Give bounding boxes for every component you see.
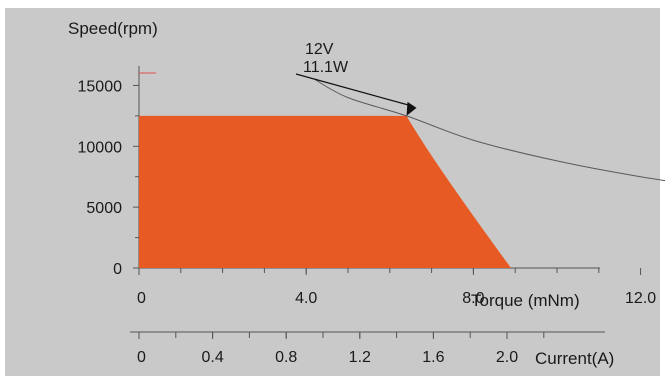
- ticks: 0 5000 10000 15000 0 4.0 8.0 12.0 0 0.4 0.8 1.2 1.6 2…: [78, 78, 657, 366]
- x-current-tick-label: 0.4: [201, 349, 223, 366]
- x-current-tick-label: 0: [137, 349, 146, 366]
- y-tick-label: 15000: [78, 78, 123, 95]
- x-current-tick-label: 1.6: [422, 349, 444, 366]
- x-torque-tick-label: 12.0: [625, 290, 656, 307]
- operating-region: [139, 115, 512, 268]
- x-current-tick-label: 2.0: [496, 349, 518, 366]
- x-current-tick-label: 0.8: [275, 349, 297, 366]
- annotation-arrow: [295, 73, 412, 107]
- y-tick-label: 5000: [86, 200, 122, 217]
- x-current-tick-label: 1.2: [349, 349, 371, 366]
- x-torque-tick-label: 4.0: [295, 290, 317, 307]
- operating-point-annotation: 12V 11.1W: [295, 41, 417, 116]
- x-torque-tick-label: 8.0: [462, 290, 484, 307]
- x-torque-tick-label: 0: [137, 290, 146, 307]
- annotation-power: 11.1W: [303, 59, 349, 76]
- annotation-arrow-head: [406, 101, 417, 116]
- power-curve: [314, 78, 665, 182]
- y-tick-label: 0: [113, 261, 122, 278]
- annotation-voltage: 12V: [305, 41, 334, 58]
- x-axis-label-torque: Torque (mNm): [471, 291, 580, 310]
- x-axis-label-current: Current(A): [535, 349, 614, 368]
- y-tick-label: 10000: [78, 139, 123, 156]
- y-axis-label: Speed(rpm): [68, 19, 158, 38]
